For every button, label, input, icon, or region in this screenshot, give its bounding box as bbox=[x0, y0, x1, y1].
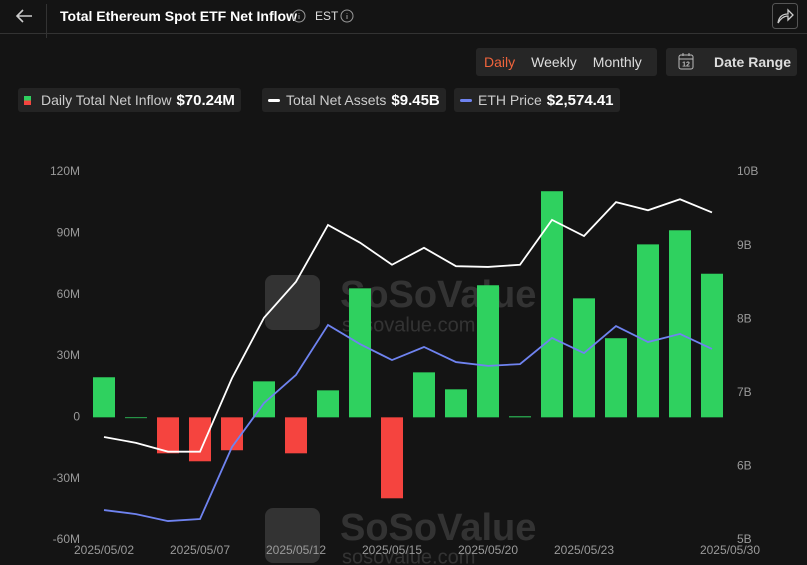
legend-item: ETH Price $2,574.41 bbox=[454, 88, 620, 112]
y-tick-label: -30M bbox=[53, 471, 80, 485]
y-tick-label: 120M bbox=[50, 164, 80, 178]
bar bbox=[157, 417, 179, 454]
legend-value: $70.24M bbox=[176, 91, 235, 109]
y2-tick-label: 6B bbox=[737, 459, 752, 473]
back-button[interactable] bbox=[12, 6, 36, 26]
bar bbox=[189, 417, 211, 462]
separator bbox=[46, 4, 47, 38]
watermark: SoSoValue sosovalue.com SoSoValue sosova… bbox=[265, 274, 536, 565]
bar bbox=[541, 191, 563, 418]
x-tick-label: 2025/05/30 bbox=[700, 543, 760, 557]
legend-swatch bbox=[268, 98, 280, 102]
info-icon[interactable] bbox=[340, 9, 354, 23]
period-option[interactable]: Weekly bbox=[531, 54, 577, 70]
legend-swatch bbox=[460, 98, 472, 102]
page-title: Total Ethereum Spot ETF Net Inflow bbox=[60, 8, 297, 24]
period-option[interactable]: Monthly bbox=[592, 54, 642, 70]
watermark-site: sosovalue.com bbox=[342, 314, 475, 336]
bar bbox=[349, 288, 371, 418]
info-icon[interactable] bbox=[292, 9, 306, 23]
y2-tick-label: 5B bbox=[737, 532, 752, 546]
legend-item: Daily Total Net Inflow $70.24M bbox=[18, 88, 241, 112]
y-tick-label: 60M bbox=[57, 287, 80, 301]
y2-tick-label: 7B bbox=[737, 385, 752, 399]
bar bbox=[605, 338, 627, 418]
bar bbox=[669, 230, 691, 418]
date-range-button[interactable]: 12 Date Range bbox=[666, 48, 797, 76]
legend-swatch bbox=[24, 95, 31, 105]
watermark-site: sosovalue.com bbox=[342, 546, 475, 565]
bar bbox=[253, 381, 275, 418]
x-tick-label: 2025/05/07 bbox=[170, 543, 230, 557]
period-option[interactable]: Daily bbox=[484, 54, 516, 70]
y-tick-label: 30M bbox=[57, 348, 80, 362]
watermark-brand: SoSoValue bbox=[340, 274, 536, 316]
y-tick-label: 0 bbox=[73, 410, 80, 424]
svg-text:12: 12 bbox=[682, 61, 690, 68]
watermark-logo bbox=[265, 275, 320, 330]
line bbox=[103, 198, 713, 453]
timezone: EST bbox=[315, 9, 339, 23]
calendar-icon: 12 bbox=[678, 53, 694, 70]
bar bbox=[413, 372, 435, 418]
watermark-logo bbox=[265, 508, 320, 563]
watermark-brand: SoSoValue bbox=[340, 507, 536, 549]
bar bbox=[637, 244, 659, 418]
legend-value: $2,574.41 bbox=[546, 91, 614, 109]
legend-label: ETH Price bbox=[478, 92, 542, 108]
legend-label: Daily Total Net Inflow bbox=[41, 92, 172, 108]
period-toggle: Daily Weekly Monthly bbox=[476, 48, 657, 76]
legend-label: Total Net Assets bbox=[286, 92, 387, 108]
bar bbox=[573, 298, 595, 418]
x-tick-label: 2025/05/20 bbox=[458, 543, 518, 557]
bar bbox=[125, 417, 147, 419]
line bbox=[103, 323, 713, 522]
x-tick-label: 2025/05/15 bbox=[362, 543, 422, 557]
bar bbox=[221, 417, 243, 451]
bar bbox=[445, 389, 467, 418]
bar bbox=[509, 416, 531, 418]
legend-value: $9.45B bbox=[391, 91, 440, 109]
date-range-label: Date Range bbox=[714, 54, 792, 70]
y-tick-label: -60M bbox=[53, 532, 80, 546]
x-tick-label: 2025/05/12 bbox=[266, 543, 326, 557]
bar bbox=[93, 377, 115, 418]
y-tick-label: 90M bbox=[57, 226, 80, 240]
bar bbox=[317, 390, 339, 418]
header-divider bbox=[0, 33, 807, 34]
bar bbox=[477, 285, 499, 418]
bar bbox=[381, 417, 403, 499]
bar bbox=[285, 417, 307, 454]
bar bbox=[701, 273, 723, 418]
legend-item: Total Net Assets $9.45B bbox=[262, 88, 446, 112]
y2-tick-label: 8B bbox=[737, 311, 752, 325]
y2-tick-label: 10B bbox=[737, 164, 758, 178]
x-tick-label: 2025/05/02 bbox=[74, 543, 134, 557]
share-button[interactable] bbox=[772, 3, 798, 29]
x-tick-label: 2025/05/23 bbox=[554, 543, 614, 557]
y2-tick-label: 9B bbox=[737, 238, 752, 252]
